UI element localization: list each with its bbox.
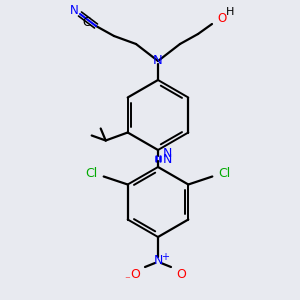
Text: N: N	[153, 254, 163, 268]
Text: H: H	[226, 7, 234, 17]
Text: O: O	[176, 268, 186, 281]
Text: ⁻: ⁻	[124, 275, 130, 285]
Text: N: N	[153, 55, 163, 68]
Text: N: N	[162, 147, 172, 160]
Text: O: O	[217, 13, 226, 26]
Text: O: O	[130, 268, 140, 281]
Text: +: +	[161, 252, 169, 262]
Text: N: N	[70, 4, 78, 16]
Text: Cl: Cl	[85, 167, 98, 180]
Text: C: C	[83, 16, 91, 28]
Text: N: N	[162, 153, 172, 166]
Text: Cl: Cl	[218, 167, 230, 180]
